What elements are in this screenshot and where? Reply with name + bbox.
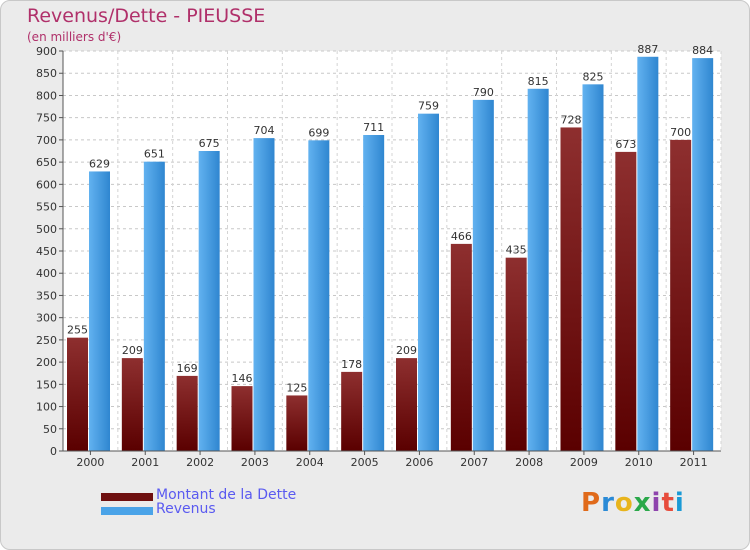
y-tick-label: 500 (36, 223, 57, 236)
bar-debt (670, 139, 692, 451)
data-label-revenus: 629 (89, 157, 110, 170)
bar-revenus (89, 171, 110, 451)
y-tick-label: 100 (36, 401, 57, 414)
x-tick-label: 2009 (570, 456, 598, 469)
logo-letter: r (601, 488, 615, 518)
data-label-debt: 255 (67, 324, 88, 337)
x-tick-label: 2005 (351, 456, 379, 469)
y-tick-label: 750 (36, 112, 57, 125)
y-tick-label: 350 (36, 289, 57, 302)
x-tick-label: 2006 (405, 456, 433, 469)
x-tick-label: 2008 (515, 456, 543, 469)
y-tick-label: 250 (36, 334, 57, 347)
bar-revenus (363, 135, 385, 451)
bar-debt (176, 375, 198, 451)
logo-letter: i (651, 488, 662, 518)
logo-letter: P (581, 488, 602, 518)
bar-revenus (253, 138, 275, 451)
data-label-revenus: 675 (199, 137, 220, 150)
data-label-revenus: 711 (363, 121, 384, 134)
bar-revenus (527, 88, 549, 452)
y-tick-label: 200 (36, 356, 57, 369)
logo-letter: i (674, 488, 685, 518)
data-label-debt: 435 (506, 244, 527, 257)
bar-debt (121, 358, 143, 451)
bar-revenus (308, 140, 330, 452)
bar-revenus (692, 58, 714, 451)
bar-revenus (143, 161, 165, 451)
bar-debt (505, 257, 527, 451)
data-label-debt: 146 (232, 372, 253, 385)
data-label-revenus: 759 (418, 100, 439, 113)
data-label-revenus: 887 (637, 43, 658, 56)
data-label-debt: 169 (177, 362, 198, 375)
x-tick-label: 2010 (625, 456, 653, 469)
data-label-revenus: 790 (473, 86, 494, 99)
bar-debt (396, 358, 417, 451)
y-tick-label: 600 (36, 178, 57, 191)
bar-debt (341, 371, 363, 451)
y-tick-label: 150 (36, 378, 57, 391)
y-tick-label: 900 (36, 45, 57, 58)
data-label-debt: 125 (286, 381, 307, 394)
y-tick-label: 0 (50, 445, 57, 458)
legend-label-debt: Montant de la Dette (156, 487, 297, 503)
data-label-debt: 728 (561, 113, 582, 126)
proxiti-logo: Proxiti (581, 488, 685, 518)
data-label-debt: 178 (341, 358, 362, 371)
data-label-revenus: 815 (528, 75, 549, 88)
data-label-revenus: 651 (144, 148, 165, 161)
data-label-debt: 209 (122, 344, 143, 357)
bar-revenus (637, 56, 659, 452)
logo-letter: t (661, 488, 675, 518)
bar-debt (560, 127, 582, 451)
x-tick-label: 2002 (186, 456, 214, 469)
bar-revenus (582, 84, 604, 451)
data-label-debt: 673 (615, 138, 636, 151)
chart-title: Revenus/Dette - PIEUSSE (27, 5, 266, 27)
logo-letter: x (633, 488, 652, 518)
y-tick-label: 400 (36, 267, 57, 280)
y-tick-label: 800 (36, 89, 57, 102)
bar-debt (450, 243, 472, 451)
chart-subtitle: (en milliers d'€) (27, 30, 122, 44)
x-tick-label: 2011 (680, 456, 708, 469)
y-tick-label: 650 (36, 156, 57, 169)
bar-debt (67, 337, 88, 451)
data-label-revenus: 884 (692, 44, 713, 57)
x-tick-label: 2000 (76, 456, 104, 469)
bar-revenus (418, 113, 439, 452)
x-tick-label: 2003 (241, 456, 269, 469)
data-label-revenus: 825 (583, 70, 604, 83)
x-tick-label: 2001 (131, 456, 159, 469)
bar-revenus (198, 151, 220, 451)
y-tick-label: 50 (43, 423, 57, 436)
legend-swatch-debt (101, 493, 153, 501)
y-tick-label: 550 (36, 201, 57, 214)
legend-swatch-revenus (101, 507, 153, 515)
y-tick-label: 300 (36, 312, 57, 325)
logo-letter: o (614, 488, 634, 518)
bar-debt (286, 395, 308, 451)
bar-debt (615, 151, 637, 451)
y-tick-label: 450 (36, 245, 57, 258)
data-label-revenus: 704 (254, 124, 275, 137)
data-label-debt: 700 (670, 126, 691, 139)
legend-label-revenus: Revenus (156, 501, 216, 517)
y-tick-label: 700 (36, 134, 57, 147)
bar-revenus (472, 99, 494, 451)
x-tick-label: 2004 (296, 456, 324, 469)
x-tick-label: 2007 (460, 456, 488, 469)
data-label-revenus: 699 (308, 126, 329, 139)
data-label-debt: 209 (396, 344, 417, 357)
bar-debt (231, 386, 253, 451)
data-label-debt: 466 (451, 230, 472, 243)
y-tick-label: 850 (36, 67, 57, 80)
